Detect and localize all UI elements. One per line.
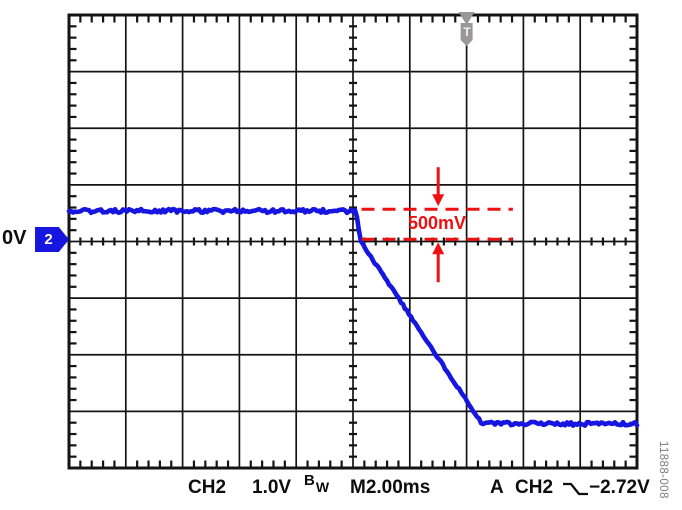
readout-channel: CH2 (188, 477, 227, 498)
readout-bandwidth-limit: BW (304, 472, 329, 495)
channel-2-badge-number: 2 (44, 231, 53, 248)
zero-volt-label: 0V (2, 227, 27, 249)
trigger-position-marker (458, 12, 475, 46)
trigger-marker-label: T (463, 25, 471, 39)
bandwidth-b: B (304, 472, 315, 489)
readout-trigger-source: CH2 (515, 477, 554, 498)
readout-timebase: M2.00ms (350, 477, 431, 498)
readout-trigger-mode: A (490, 477, 504, 498)
bandwidth-w: W (315, 479, 330, 495)
readout-volts-per-div: 1.0V (252, 477, 292, 498)
ch2-trace (66, 206, 640, 428)
figure-number: 11888-008 (657, 441, 669, 499)
measurement-annotation (361, 167, 513, 283)
graticule (67, 13, 639, 470)
measurement-value-label: 500mV (407, 213, 467, 233)
falling-edge-icon (563, 482, 588, 496)
readout-trigger-level: −2.72V (589, 477, 650, 498)
